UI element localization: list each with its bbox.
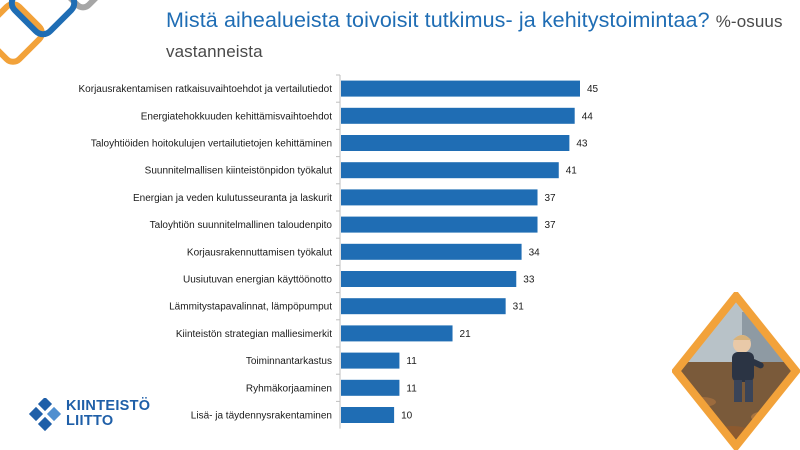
bar: [341, 107, 575, 124]
category-label: Taloyhtiöiden hoitokulujen vertailutieto…: [91, 139, 332, 150]
bar: [341, 407, 395, 423]
data-label: 37: [545, 193, 557, 204]
data-label: 11: [406, 383, 417, 394]
corner-decoration: [0, 0, 113, 65]
kiinteistoliitto-logo-icon: [28, 398, 62, 432]
bar: [341, 352, 400, 369]
data-label: 34: [529, 247, 541, 258]
category-label: Korjausrakentamisen ratkaisuvaihtoehdot …: [79, 84, 333, 95]
category-label: Korjausrakennuttamisen työkalut: [187, 247, 332, 258]
data-label: 33: [523, 275, 535, 286]
chart-title: Mistä aihealueista toivoisit tutkimus- j…: [166, 6, 786, 66]
category-label: Toiminnantarkastus: [246, 356, 332, 367]
bar: [341, 379, 400, 396]
data-label: 21: [460, 329, 472, 340]
data-label: 31: [513, 302, 525, 313]
category-label: Ryhmäkorjaaminen: [246, 383, 332, 394]
category-label: Lisä- ja täydennysrakentaminen: [191, 411, 332, 422]
category-label: Energiatehokkuuden kehittämisvaihtoehdot: [141, 111, 332, 122]
category-label: Lämmitystapavalinnat, lämpöpumput: [169, 302, 332, 313]
category-label: Uusiutuvan energian käyttöönotto: [183, 275, 332, 286]
bar: [341, 243, 522, 260]
category-label: Kiinteistön strategian malliesimerkit: [176, 329, 332, 340]
data-label: 45: [587, 84, 599, 95]
data-label: 44: [582, 111, 594, 122]
logo-line-2: LIITTO: [66, 413, 114, 429]
category-label: Energian ja veden kulutusseuranta ja las…: [133, 193, 332, 204]
chart-subtitle: %-osuus vastanneista: [166, 12, 783, 61]
bar: [341, 80, 580, 97]
data-label: 41: [566, 166, 578, 177]
bar: [341, 162, 559, 179]
bar: [341, 216, 538, 233]
bar: [341, 271, 517, 287]
category-label: Suunnitelmallisen kiinteistönpidon työka…: [145, 166, 333, 177]
data-label: 11: [406, 356, 417, 367]
bar: [341, 298, 506, 315]
bar: [341, 325, 453, 342]
data-label: 37: [545, 220, 557, 231]
data-label: 10: [401, 411, 413, 422]
category-label: Taloyhtiön suunnitelmallinen taloudenpit…: [150, 220, 333, 231]
chart-title-main: Mistä aihealueista toivoisit tutkimus- j…: [166, 8, 710, 32]
bar: [341, 135, 570, 151]
child-photo: [672, 292, 800, 450]
bar: [341, 189, 538, 206]
logo-line-1: KIINTEISTÖ: [66, 398, 151, 414]
logo-text: KIINTEISTÖ LIITTO: [66, 399, 150, 429]
data-label: 43: [576, 139, 588, 150]
